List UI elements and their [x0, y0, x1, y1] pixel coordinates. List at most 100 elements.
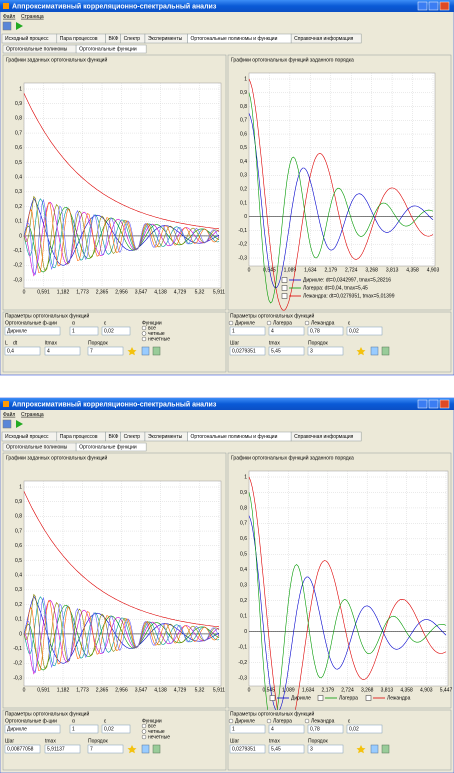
window-button[interactable] [428, 399, 439, 409]
tab-label[interactable]: ВКФ [109, 36, 119, 42]
legend-checkbox[interactable] [269, 695, 276, 701]
input-value[interactable]: 3 [310, 746, 313, 752]
tab[interactable] [290, 431, 362, 442]
legend-checkbox[interactable] [365, 695, 372, 701]
input[interactable] [69, 326, 99, 336]
select[interactable] [4, 326, 61, 336]
star-icon[interactable] [356, 347, 366, 356]
radio-label[interactable]: нечетные [148, 734, 170, 740]
input-value[interactable]: 5,45 [271, 746, 281, 752]
tab-label[interactable]: Справочная информация [294, 36, 353, 42]
play-button[interactable] [16, 22, 23, 30]
radio-label[interactable]: все [148, 325, 156, 331]
legend-checkbox[interactable] [281, 285, 288, 291]
input-value[interactable]: 0,0279351 [232, 746, 256, 752]
radio[interactable] [228, 718, 234, 724]
input-value[interactable]: 1 [232, 328, 235, 334]
select[interactable] [4, 724, 61, 734]
legend-checkbox[interactable] [317, 695, 324, 701]
input[interactable] [44, 346, 81, 356]
radio[interactable] [141, 331, 147, 336]
tab-label[interactable]: ВКФ [109, 434, 119, 440]
radio-label[interactable]: Лежандра [311, 320, 335, 326]
tool-icon[interactable] [370, 346, 379, 356]
input[interactable] [307, 326, 344, 336]
input[interactable] [44, 744, 81, 754]
input[interactable] [229, 724, 266, 734]
tool-icon[interactable] [152, 346, 161, 356]
legend-checkbox[interactable] [281, 293, 288, 299]
input[interactable] [307, 724, 344, 734]
tab[interactable] [290, 33, 362, 44]
input-value[interactable]: 5,45 [271, 348, 281, 354]
input[interactable] [4, 744, 41, 754]
radio[interactable] [141, 325, 147, 331]
input[interactable] [87, 744, 124, 754]
input-value[interactable]: 5,91137 [47, 746, 65, 752]
window-button[interactable] [439, 399, 450, 409]
subtab[interactable] [75, 442, 147, 452]
tab-label[interactable]: Спектр [124, 434, 141, 440]
play-button[interactable] [16, 420, 23, 428]
tab-label[interactable]: Исходный процесс [5, 433, 49, 440]
input[interactable] [101, 326, 131, 336]
radio[interactable] [141, 723, 147, 729]
radio[interactable] [266, 718, 272, 724]
radio[interactable] [141, 734, 147, 740]
menu-item[interactable]: Страница [21, 14, 44, 20]
input-value[interactable]: 0,4 [7, 348, 14, 354]
star-icon[interactable] [127, 347, 137, 356]
tab-label[interactable]: Справочная информация [294, 434, 353, 440]
subtab-label[interactable]: Ортогональные полиномы [6, 46, 68, 52]
tab-label[interactable]: Ортогональные полиномы и функции [191, 36, 278, 42]
radio[interactable] [228, 320, 234, 326]
tab-label[interactable]: Исходный процесс [5, 35, 49, 42]
input-value[interactable]: 1 [72, 726, 75, 732]
input[interactable] [268, 744, 305, 754]
input[interactable] [229, 326, 266, 336]
star-icon[interactable] [356, 745, 366, 754]
radio[interactable] [141, 729, 147, 734]
radio[interactable] [304, 320, 310, 326]
input-value[interactable]: 0,02 [349, 726, 359, 732]
input-value[interactable]: 0,78 [310, 726, 320, 732]
radio-label[interactable]: Лагерра [273, 320, 292, 326]
tool-icon[interactable] [370, 744, 379, 754]
window-button[interactable] [428, 1, 439, 11]
window-button[interactable] [417, 1, 428, 11]
menu-item[interactable]: Файл [3, 13, 15, 20]
tool-icon[interactable] [381, 744, 390, 754]
input-value[interactable]: 0,02 [104, 726, 114, 732]
radio-label[interactable]: четные [148, 331, 165, 337]
legend-checkbox[interactable] [281, 277, 288, 283]
input-value[interactable]: 4 [47, 348, 50, 354]
menu-item[interactable]: Страница [21, 412, 44, 418]
tool-icon[interactable] [141, 346, 150, 356]
radio-label[interactable]: Лежандра [311, 718, 335, 724]
input-value[interactable]: 3 [310, 348, 313, 354]
input[interactable] [268, 724, 305, 734]
radio-label[interactable]: Дирихле [235, 718, 255, 724]
input-value[interactable]: 0,0279351 [232, 348, 256, 354]
radio[interactable] [141, 336, 147, 342]
window-button[interactable] [439, 1, 450, 11]
subtab-label[interactable]: Ортогональные функции [79, 444, 137, 450]
subtab[interactable] [75, 44, 147, 54]
tab-label[interactable]: Эксперименты [148, 36, 183, 42]
input[interactable] [307, 346, 344, 356]
radio-label[interactable]: все [148, 723, 156, 729]
window-button[interactable] [417, 399, 428, 409]
input-value[interactable]: 0,00877058 [7, 746, 34, 752]
subtab-label[interactable]: Ортогональные полиномы [6, 444, 68, 450]
input-value[interactable]: 0,02 [104, 328, 114, 334]
radio-label[interactable]: Лагерра [273, 718, 292, 724]
radio-label[interactable]: нечетные [148, 336, 170, 342]
radio[interactable] [266, 320, 272, 326]
radio-label[interactable]: четные [148, 729, 165, 735]
input-value[interactable]: 0,78 [310, 328, 320, 334]
input[interactable] [346, 724, 383, 734]
input[interactable] [268, 326, 305, 336]
input-value[interactable]: 0,02 [349, 328, 359, 334]
tab-label[interactable]: Спектр [124, 36, 141, 42]
tab-label[interactable]: Эксперименты [148, 434, 183, 440]
